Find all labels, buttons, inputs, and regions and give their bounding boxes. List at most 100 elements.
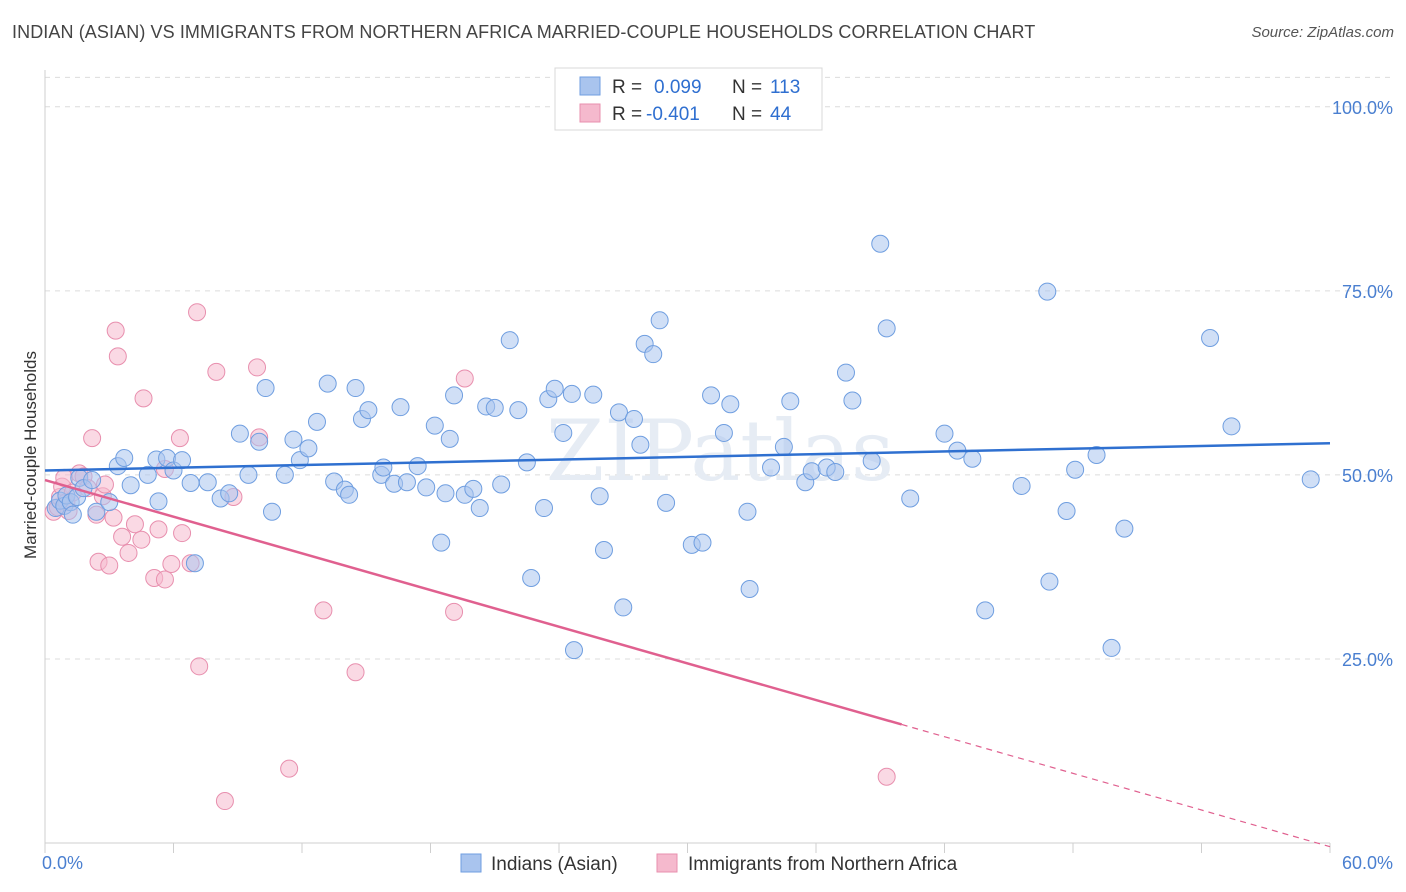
- data-point-northern-africa: [100, 556, 119, 575]
- data-point-indians: [500, 331, 519, 350]
- legend-n-value-2: 44: [770, 104, 792, 125]
- data-point-indians: [509, 401, 528, 420]
- data-point-indians: [1012, 476, 1031, 495]
- data-point-northern-africa: [149, 520, 168, 539]
- axes: [44, 70, 1331, 853]
- watermark: ZIPatlas: [546, 402, 894, 500]
- data-point-indians: [198, 473, 217, 492]
- data-point-northern-africa: [445, 602, 464, 621]
- data-point-indians: [871, 234, 890, 253]
- data-point-northern-africa: [314, 601, 333, 620]
- legend-r-value-2: -0.401: [646, 104, 700, 125]
- data-point-indians: [1038, 282, 1057, 301]
- data-point-indians: [517, 453, 536, 472]
- data-point-indians: [564, 641, 583, 660]
- data-point-indians: [624, 409, 643, 428]
- series-indians-points: [46, 234, 1320, 660]
- data-point-indians: [1066, 460, 1085, 479]
- data-point-northern-africa: [173, 524, 192, 543]
- legend-r-label-2: R =: [612, 104, 642, 125]
- trend-line-northern-africa: [44, 478, 903, 726]
- data-point-indians: [1087, 446, 1106, 465]
- data-point-indians: [762, 458, 781, 477]
- stats-legend: R = 0.099 N = 113 R = -0.401 N = 44: [554, 67, 823, 131]
- trend-lines: [44, 441, 1331, 848]
- data-point-indians: [391, 398, 410, 417]
- trend-line-northern-africa-extension: [901, 723, 1331, 848]
- data-point-indians: [935, 424, 954, 443]
- data-point-indians: [781, 392, 800, 411]
- legend-r-value-1: 0.099: [654, 77, 702, 98]
- data-point-indians: [121, 476, 140, 495]
- data-point-northern-africa: [104, 508, 123, 527]
- bottom-legend-swatch-indians: [460, 853, 482, 873]
- data-point-northern-africa: [215, 792, 234, 811]
- data-point-indians: [220, 484, 239, 503]
- data-point-northern-africa: [119, 543, 138, 562]
- data-point-indians: [464, 479, 483, 498]
- data-point-indians: [307, 412, 326, 431]
- data-point-indians: [374, 458, 393, 477]
- data-point-northern-africa: [113, 527, 132, 546]
- bottom-legend-label-indians: Indians (Asian): [491, 854, 618, 875]
- data-point-indians: [843, 391, 862, 410]
- data-point-indians: [714, 423, 733, 442]
- data-point-indians: [250, 432, 269, 451]
- data-point-indians: [901, 489, 920, 508]
- data-point-indians: [545, 379, 564, 398]
- chart-title: INDIAN (ASIAN) VS IMMIGRANTS FROM NORTHE…: [12, 22, 1036, 42]
- data-point-indians: [275, 465, 294, 484]
- data-point-northern-africa: [162, 554, 181, 573]
- data-point-indians: [185, 554, 204, 573]
- legend-swatch-northern-africa: [579, 103, 601, 123]
- data-point-indians: [1222, 417, 1241, 436]
- data-point-indians: [826, 462, 845, 481]
- data-point-indians: [440, 429, 459, 448]
- data-point-indians: [299, 439, 318, 458]
- grid-lines: [45, 76, 1392, 660]
- data-point-indians: [631, 435, 650, 454]
- data-point-northern-africa: [188, 303, 207, 322]
- data-point-indians: [408, 457, 427, 476]
- data-point-indians: [397, 473, 416, 492]
- data-point-northern-africa: [108, 347, 127, 366]
- data-point-indians: [862, 451, 881, 470]
- legend-swatch-indians: [579, 76, 601, 96]
- data-point-indians: [87, 502, 106, 521]
- data-point-indians: [445, 386, 464, 405]
- data-point-indians: [138, 465, 157, 484]
- data-point-indians: [877, 319, 896, 338]
- data-point-indians: [609, 403, 628, 422]
- data-point-northern-africa: [170, 429, 189, 448]
- data-point-northern-africa: [155, 570, 174, 589]
- data-point-indians: [657, 493, 676, 512]
- data-point-indians: [774, 437, 793, 456]
- source-credit: Source: ZipAtlas.com: [1251, 24, 1394, 41]
- legend-n-value-1: 113: [770, 77, 800, 98]
- data-point-indians: [738, 502, 757, 521]
- x-tick-labels: 0.0% 60.0%: [42, 853, 1393, 873]
- data-point-indians: [256, 379, 275, 398]
- data-point-northern-africa: [248, 358, 267, 377]
- data-point-northern-africa: [125, 515, 144, 534]
- data-point-indians: [149, 492, 168, 511]
- legend-n-label-1: N =: [732, 77, 762, 98]
- data-point-northern-africa: [280, 759, 299, 778]
- data-point-indians: [562, 384, 581, 403]
- data-point-indians: [1057, 501, 1076, 520]
- data-point-northern-africa: [877, 767, 896, 786]
- series-northern-africa-points: [44, 303, 896, 811]
- data-point-indians: [470, 499, 489, 518]
- data-point-indians: [1102, 638, 1121, 657]
- y-tick-label: 50.0%: [1342, 466, 1393, 486]
- data-point-indians: [318, 374, 337, 393]
- y-tick-label: 100.0%: [1332, 98, 1393, 118]
- data-point-indians: [702, 386, 721, 405]
- data-point-indians: [554, 423, 573, 442]
- data-point-indians: [590, 487, 609, 506]
- y-tick-labels: 25.0% 50.0% 75.0% 100.0%: [1332, 98, 1393, 670]
- data-point-indians: [239, 465, 258, 484]
- data-point-indians: [284, 430, 303, 449]
- data-point-indians: [976, 601, 995, 620]
- data-point-indians: [535, 499, 554, 518]
